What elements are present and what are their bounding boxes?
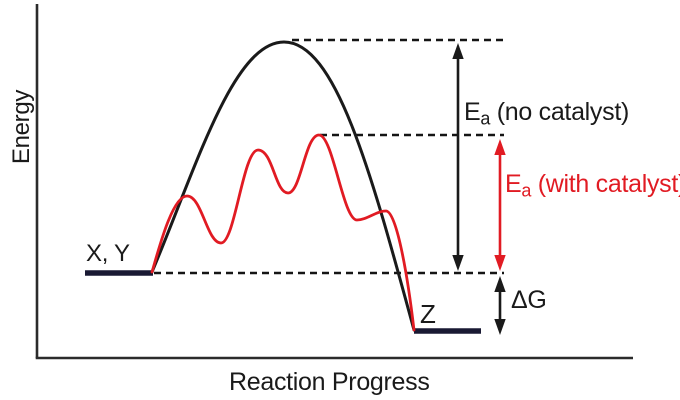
ea-no-catalyst-label: Ea (no catalyst): [464, 98, 630, 129]
ea-no-catalyst-symbol: E: [464, 98, 481, 126]
ea-no-catalyst-arrow: [452, 43, 464, 271]
reactants-label: X, Y: [86, 240, 130, 267]
ea-with-catalyst-arrow: [494, 139, 506, 271]
ea-with-catalyst-arrowhead-up: [494, 139, 506, 155]
delta-g-arrowhead-down: [494, 319, 506, 335]
ea-no-catalyst-subscript: a: [480, 108, 491, 129]
delta-g-label: ΔG: [511, 286, 547, 314]
delta-g-arrow: [494, 276, 506, 335]
ea-with-catalyst-label: Ea (with catalyst): [505, 170, 680, 201]
ea-with-catalyst-arrowhead-down: [494, 255, 506, 271]
ea-with-catalyst-text: (with catalyst): [531, 170, 680, 198]
curve-with-catalyst: [150, 133, 416, 332]
y-axis-label: Energy: [7, 89, 35, 165]
curve-no-catalyst: [150, 40, 416, 332]
ea-no-catalyst-arrowhead-up: [452, 43, 464, 59]
ea-no-catalyst-text: (no catalyst): [490, 98, 630, 126]
ea-with-catalyst-symbol: E: [505, 170, 522, 198]
ea-no-catalyst-arrowhead-down: [452, 255, 464, 271]
delta-g-arrowhead-up: [494, 276, 506, 292]
x-axis-label: Reaction Progress: [229, 368, 430, 396]
product-label: Z: [420, 299, 436, 329]
ea-with-catalyst-subscript: a: [521, 180, 532, 201]
